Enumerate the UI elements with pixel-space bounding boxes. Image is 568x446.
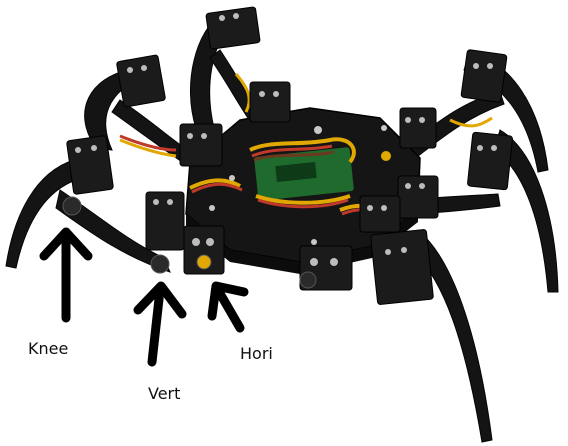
vert-label: Vert [148,386,180,402]
knee-label: Knee [28,341,68,357]
hori-label: Hori [240,346,273,362]
